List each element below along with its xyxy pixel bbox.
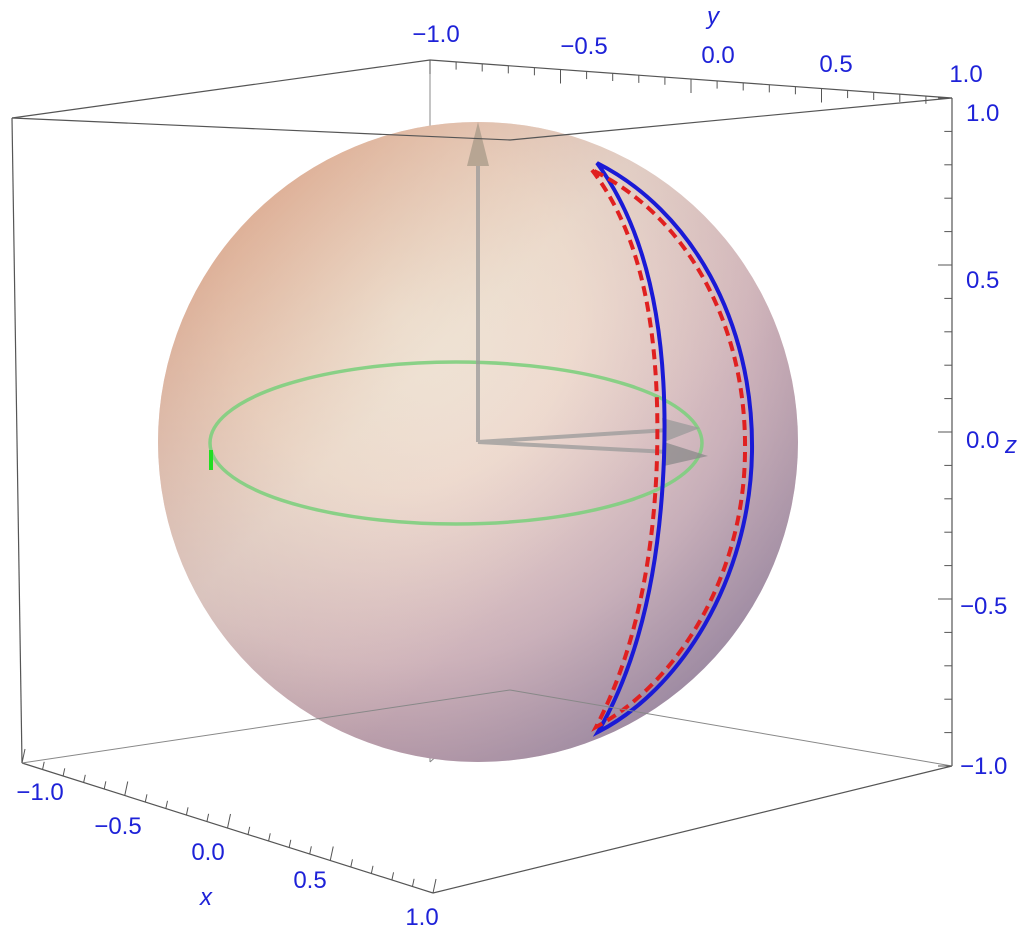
x-tick-label: −0.5: [94, 813, 141, 840]
tick-mark: [42, 761, 45, 770]
x-tick-label: −1.0: [16, 779, 63, 806]
tick-mark: [124, 781, 129, 796]
tick-mark: [165, 800, 168, 809]
y-tick-label: −1.0: [412, 21, 459, 48]
red-dashed-curve: [590, 168, 748, 732]
z-tick-label: 0.5: [966, 267, 999, 294]
axis-ticks: [21, 60, 953, 894]
state-vectors: [467, 122, 708, 466]
z-tick-label: 1.0: [966, 100, 999, 127]
tick-mark: [206, 813, 210, 822]
tick-mark: [62, 768, 66, 777]
tick-mark: [309, 846, 312, 855]
x-axis-label: x: [199, 884, 213, 911]
tick-mark: [21, 748, 26, 764]
y-tick-label: 0.5: [819, 51, 852, 78]
tick-mark: [83, 774, 86, 783]
tick-mark: [103, 781, 107, 790]
blue-trajectory-curve: [592, 161, 755, 737]
z-axis-ticks: 1.0 0.5 0.0 −0.5 −1.0 z: [960, 100, 1017, 780]
equator-circle: [208, 360, 704, 526]
y-tick-label: 1.0: [949, 61, 982, 88]
tick-mark: [350, 859, 353, 868]
y-axis-label: y: [705, 3, 721, 30]
tick-mark: [227, 813, 231, 829]
tick-mark: [329, 846, 334, 861]
tick-mark: [185, 807, 189, 816]
z-tick-label: 0.0: [966, 427, 999, 454]
tick-mark: [144, 794, 148, 803]
tick-mark: [411, 878, 415, 887]
z-tick-label: −0.5: [960, 593, 1007, 620]
tick-mark: [432, 878, 437, 894]
y-axis-ticks: −1.0 −0.5 0.0 0.5 1.0 y: [412, 3, 982, 88]
x-tick-label: 0.5: [293, 867, 326, 894]
x-axis-ticks: −1.0 −0.5 0.0 0.5 1.0 x: [16, 779, 438, 931]
z-axis-label: z: [1004, 432, 1017, 459]
tick-mark: [288, 839, 292, 848]
tick-mark: [370, 865, 374, 874]
x-tick-label: 0.0: [191, 839, 224, 866]
tick-mark: [391, 872, 395, 881]
y-vector-arrowhead: [664, 442, 708, 466]
y-vector: [477, 440, 669, 454]
y-tick-label: −0.5: [560, 33, 607, 60]
x-vector: [477, 428, 669, 444]
z-tick-label: −1.0: [960, 753, 1007, 780]
x-tick-label: 1.0: [405, 904, 438, 931]
z-vector-arrowhead: [467, 122, 489, 166]
tick-mark: [247, 826, 251, 835]
x-vector-arrowhead: [662, 418, 700, 442]
tick-mark: [268, 833, 271, 842]
y-tick-label: 0.0: [701, 42, 734, 69]
